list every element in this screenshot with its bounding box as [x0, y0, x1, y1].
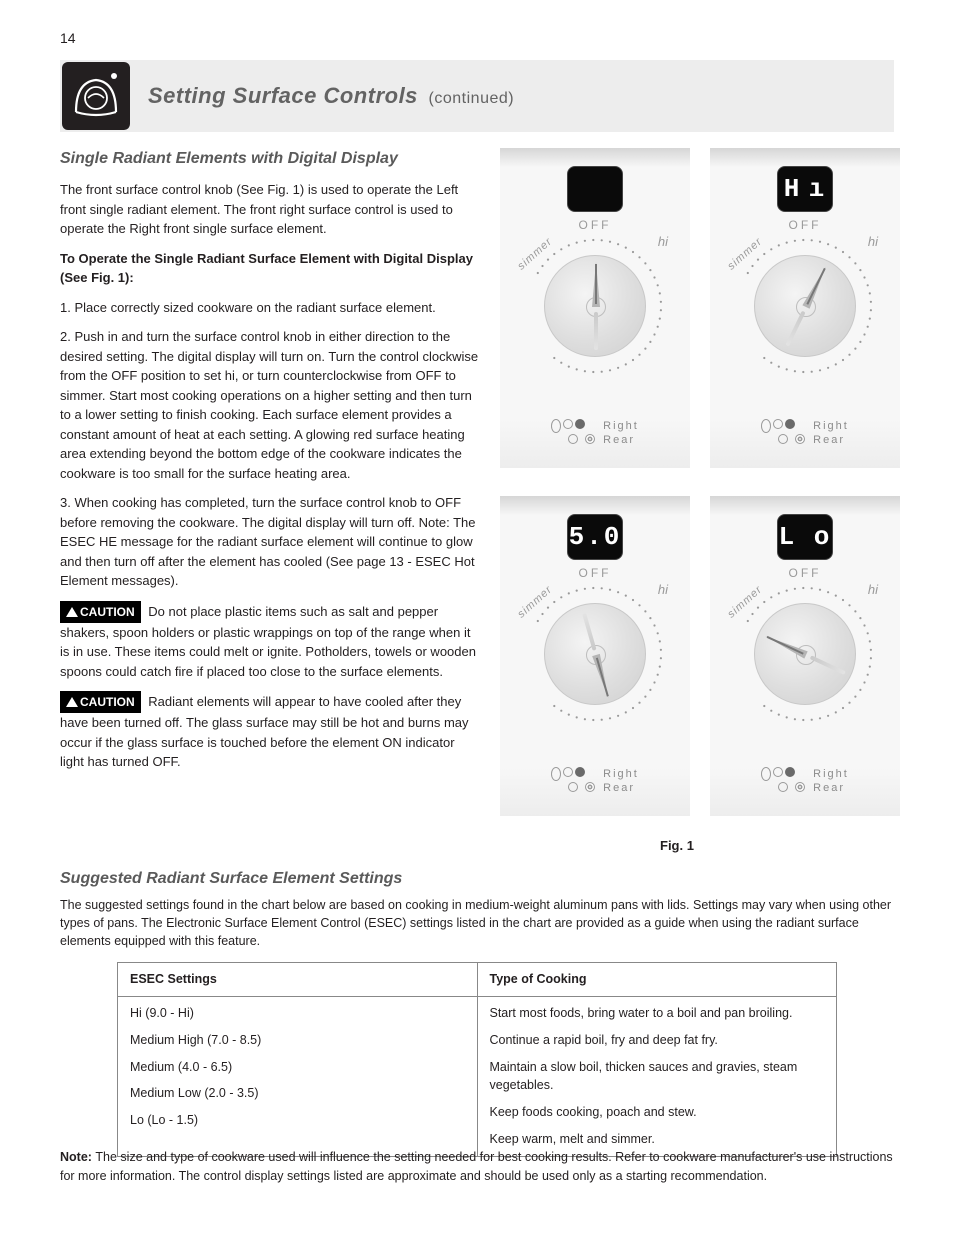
- pos-rear: Rear: [813, 434, 849, 447]
- page-title: Setting Surface Controls (continued): [148, 83, 514, 109]
- title-sub: (continued): [429, 90, 515, 107]
- page-number: 14: [60, 30, 76, 46]
- burner-position-label: Right Rear: [603, 420, 639, 446]
- type-hi: Start most foods, bring water to a boil …: [490, 1004, 825, 1023]
- caution-2: CAUTION Radiant elements will appear to …: [60, 691, 480, 772]
- burner-position: Right Rear: [710, 767, 900, 796]
- off-label: OFF: [579, 566, 612, 580]
- rec-title: Suggested Radiant Surface Element Settin…: [60, 870, 894, 888]
- step-1: 1. Place correctly sized cookware on the…: [60, 298, 480, 318]
- warning-icon: [66, 607, 78, 617]
- knob-body: [544, 255, 646, 357]
- step-2: 2. Push in and turn the surface control …: [60, 327, 480, 483]
- burner-map-icon: [761, 767, 805, 796]
- caution-badge: CAUTION: [60, 691, 141, 713]
- left-column: Single Radiant Elements with Digital Dis…: [60, 150, 480, 782]
- type-m: Maintain a slow boil, thicken sauces and…: [490, 1058, 825, 1096]
- knob-pointer: [592, 262, 600, 352]
- knob-body: [754, 255, 856, 357]
- pos-rear: Rear: [603, 782, 639, 795]
- figure-caption: Fig. 1: [660, 838, 694, 853]
- burner-position-label: Right Rear: [813, 420, 849, 446]
- caution-badge-text: CAUTION: [80, 695, 135, 709]
- knob-dial[interactable]: [735, 584, 875, 724]
- knob-grid: OFF hi simmer Right Rear H ı OFF hi: [500, 148, 900, 816]
- paragraph-2: To Operate the Single Radiant Surface El…: [60, 249, 480, 288]
- note-text: The size and type of cookware used will …: [60, 1150, 893, 1183]
- paragraph-1: The front surface control knob (See Fig.…: [60, 180, 480, 239]
- recommendations-section: Suggested Radiant Surface Element Settin…: [60, 870, 894, 1157]
- header-banner: Setting Surface Controls (continued): [60, 60, 894, 132]
- off-label: OFF: [789, 218, 822, 232]
- digital-display: H ı: [777, 166, 833, 212]
- knob-pointer: [580, 611, 612, 700]
- digital-display: [567, 166, 623, 212]
- settings-table: ESEC Settings Type of Cooking Hi (9.0 - …: [117, 962, 837, 1156]
- pos-right: Right: [603, 768, 639, 781]
- knob-panel-off: OFF hi simmer Right Rear: [500, 148, 690, 468]
- warning-icon: [66, 697, 78, 707]
- burner-position: Right Rear: [500, 419, 690, 448]
- knob-pointer: [783, 265, 830, 349]
- knob-dial[interactable]: [525, 584, 665, 724]
- burner-position-label: Right Rear: [813, 768, 849, 794]
- pos-right: Right: [813, 420, 849, 433]
- type-mh: Continue a rapid boil, fry and deep fat …: [490, 1031, 825, 1050]
- digital-display: 5.0: [567, 514, 623, 560]
- burner-map-icon: [551, 767, 595, 796]
- setting-mh: Medium High (7.0 - 8.5): [130, 1031, 465, 1050]
- type-ml: Keep foods cooking, poach and stew.: [490, 1103, 825, 1122]
- knob-panel-lo: L o OFF hi simmer Right Rear: [710, 496, 900, 816]
- type-lo: Keep warm, melt and simmer.: [490, 1130, 825, 1149]
- col-header-settings: ESEC Settings: [118, 963, 478, 997]
- caution-1: CAUTION Do not place plastic items such …: [60, 601, 480, 682]
- cooktop-icon: [62, 62, 130, 130]
- caution-badge-text: CAUTION: [80, 605, 135, 619]
- off-label: OFF: [579, 218, 612, 232]
- setting-ml: Medium Low (2.0 - 3.5): [130, 1084, 465, 1103]
- pos-right: Right: [603, 420, 639, 433]
- digital-display: L o: [777, 514, 833, 560]
- burner-map-icon: [551, 419, 595, 448]
- burner-position: Right Rear: [710, 419, 900, 448]
- title-main: Setting Surface Controls: [148, 83, 418, 108]
- knob-panel-5: 5.0 OFF hi simmer Right Rear: [500, 496, 690, 816]
- setting-lo: Lo (Lo - 1.5): [130, 1111, 465, 1130]
- knob-body: [754, 603, 856, 705]
- section-heading: Single Radiant Elements with Digital Dis…: [60, 150, 480, 168]
- pos-rear: Rear: [813, 782, 849, 795]
- knob-body: [544, 603, 646, 705]
- step-3: 3. When cooking has completed, turn the …: [60, 493, 480, 591]
- knob-dial[interactable]: [525, 236, 665, 376]
- setting-m: Medium (4.0 - 6.5): [130, 1058, 465, 1077]
- off-label: OFF: [789, 566, 822, 580]
- col-header-type: Type of Cooking: [477, 963, 837, 997]
- pos-rear: Rear: [603, 434, 639, 447]
- bottom-note: Note: The size and type of cookware used…: [60, 1148, 894, 1186]
- knob-pointer: [764, 632, 849, 677]
- burner-position: Right Rear: [500, 767, 690, 796]
- burner-map-icon: [761, 419, 805, 448]
- caution-badge: CAUTION: [60, 601, 141, 623]
- rec-intro: The suggested settings found in the char…: [60, 896, 894, 950]
- setting-hi: Hi (9.0 - Hi): [130, 1004, 465, 1023]
- knob-panel-hi: H ı OFF hi simmer Right Rear: [710, 148, 900, 468]
- burner-position-label: Right Rear: [603, 768, 639, 794]
- pos-right: Right: [813, 768, 849, 781]
- table-row: Hi (9.0 - Hi) Medium High (7.0 - 8.5) Me…: [118, 997, 837, 1157]
- table-header-row: ESEC Settings Type of Cooking: [118, 963, 837, 997]
- knob-dial[interactable]: [735, 236, 875, 376]
